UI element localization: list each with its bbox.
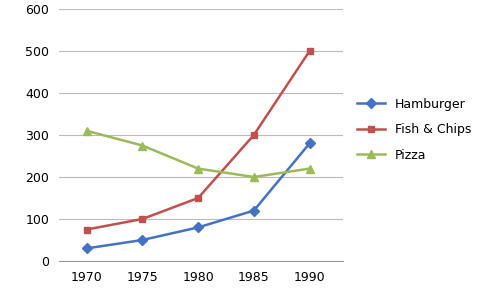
Fish & Chips xyxy=(84,228,90,231)
Pizza xyxy=(84,129,90,133)
Fish & Chips xyxy=(195,196,201,200)
Hamburger xyxy=(251,209,257,212)
Hamburger xyxy=(84,247,90,250)
Hamburger xyxy=(307,142,313,145)
Hamburger xyxy=(195,226,201,229)
Line: Hamburger: Hamburger xyxy=(83,140,313,252)
Pizza xyxy=(307,167,313,170)
Line: Pizza: Pizza xyxy=(82,127,314,181)
Pizza xyxy=(140,144,146,147)
Fish & Chips xyxy=(251,133,257,137)
Fish & Chips xyxy=(140,217,146,221)
Legend: Hamburger, Fish & Chips, Pizza: Hamburger, Fish & Chips, Pizza xyxy=(352,93,476,167)
Hamburger xyxy=(140,238,146,242)
Pizza xyxy=(251,175,257,179)
Pizza xyxy=(195,167,201,170)
Line: Fish & Chips: Fish & Chips xyxy=(83,47,313,233)
Fish & Chips xyxy=(307,49,313,53)
